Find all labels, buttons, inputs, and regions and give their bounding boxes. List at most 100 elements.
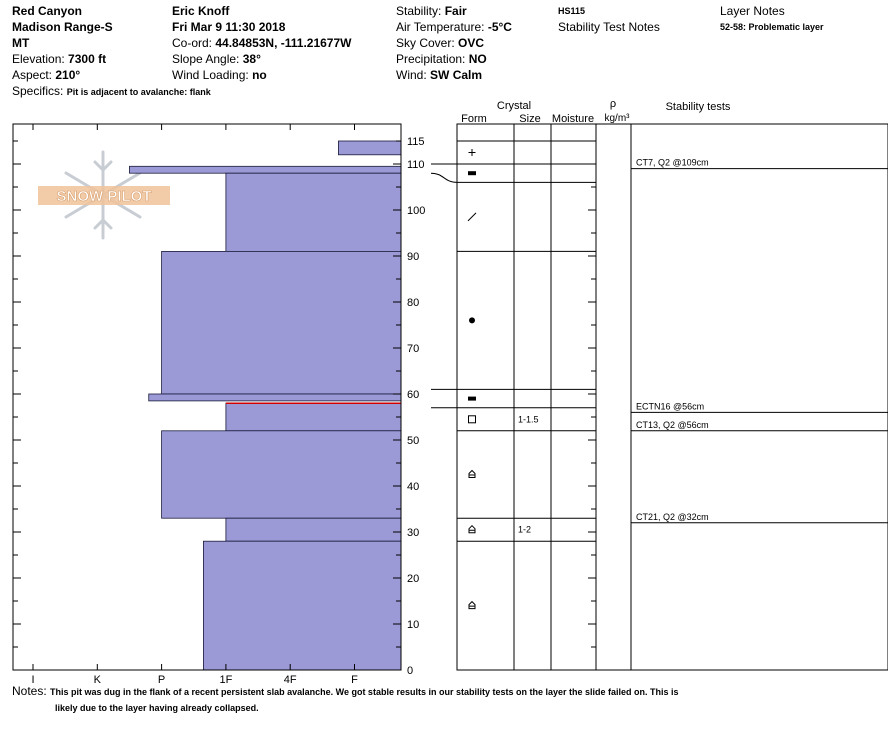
snow-height: HS115 bbox=[558, 6, 586, 16]
slope-angle: Slope Angle: 38° bbox=[172, 53, 261, 65]
coord-value: 44.84853N, -111.21677W bbox=[215, 36, 352, 50]
site-name: Red Canyon bbox=[12, 4, 83, 18]
x-tick-label: K bbox=[94, 674, 102, 686]
grain-faceted-icon bbox=[468, 396, 476, 401]
slope-value: 38° bbox=[242, 52, 261, 66]
elevation-label: Elevation: bbox=[12, 52, 65, 66]
sky-value: OVC bbox=[458, 36, 485, 50]
logo-text: SNOW PILOT bbox=[57, 188, 152, 205]
elevation-value: 7300 ft bbox=[68, 52, 107, 66]
precipitation: Precipitation: NO bbox=[396, 53, 487, 65]
specifics-label: Specifics: bbox=[12, 84, 64, 98]
snowpilot-logo: SNOW PILOT bbox=[38, 150, 170, 240]
range-name: Madison Range-S bbox=[12, 20, 113, 34]
y-tick-label: 90 bbox=[407, 251, 419, 263]
hardness-bar bbox=[225, 517, 402, 542]
wind-value: SW Calm bbox=[430, 68, 483, 82]
stability-value: Fair bbox=[444, 4, 467, 18]
moisture-header: Moisture bbox=[552, 113, 594, 125]
hardness-bar bbox=[161, 250, 402, 395]
stability-test-label: ECTN16 @56cm bbox=[636, 401, 704, 411]
precip-label: Precipitation: bbox=[396, 52, 466, 66]
y-tick-label: 80 bbox=[407, 297, 419, 309]
hardness-bar bbox=[148, 393, 402, 402]
aspect-value: 210° bbox=[55, 68, 81, 82]
x-tick-label: I bbox=[31, 674, 34, 686]
wind-loading: Wind Loading: no bbox=[172, 69, 267, 81]
notes: Notes: This pit was dug in the flank of … bbox=[12, 685, 679, 697]
stability: Stability: Fair bbox=[396, 5, 467, 17]
form-header: Form bbox=[461, 113, 487, 125]
observer: Eric Knoff bbox=[172, 4, 230, 18]
stability-test-label: CT21, Q2 @32cm bbox=[636, 512, 709, 522]
grain-size-label: 1-1.5 bbox=[518, 414, 539, 424]
stability-label: Stability: bbox=[396, 4, 442, 18]
hardness-frame bbox=[12, 123, 402, 671]
hardness-bar bbox=[225, 402, 402, 432]
grain-rounded-icon bbox=[469, 317, 475, 324]
sky-label: Sky Cover: bbox=[396, 36, 455, 50]
hardness-bar bbox=[225, 172, 402, 252]
y-tick-label: 0 bbox=[407, 665, 413, 677]
notes-line2: likely due to the layer having already c… bbox=[55, 703, 259, 713]
hardness-bar bbox=[202, 540, 402, 671]
y-tick-label: 10 bbox=[407, 619, 419, 631]
aspect-label: Aspect: bbox=[12, 68, 53, 82]
y-tick-label: 60 bbox=[407, 389, 419, 401]
air-temp-value: -5°C bbox=[487, 20, 512, 34]
wind: Wind: SW Calm bbox=[396, 69, 482, 81]
grain-size-label: 1-2 bbox=[518, 525, 531, 535]
y-tick-label: 20 bbox=[407, 573, 419, 585]
grain-depth-hoar-icon bbox=[468, 524, 476, 534]
x-tick-label: 4F bbox=[284, 674, 297, 686]
coordinates: Co-ord: 44.84853N, -111.21677W bbox=[172, 37, 351, 49]
wind-loading-value: no bbox=[252, 68, 267, 82]
crystal-header: Crystal bbox=[497, 100, 531, 112]
state-name: MT bbox=[12, 36, 30, 50]
stability-test-notes-title: Stability Test Notes bbox=[558, 20, 660, 34]
size-header: Size bbox=[519, 113, 540, 125]
air-temp-label: Air Temperature: bbox=[396, 20, 485, 34]
y-tick-label: 50 bbox=[407, 435, 419, 447]
layer-notes-title: Layer Notes bbox=[720, 4, 785, 18]
y-tick-label: 40 bbox=[407, 481, 419, 493]
hardness-bar bbox=[338, 140, 402, 156]
stability-test-label: CT13, Q2 @56cm bbox=[636, 420, 709, 430]
y-tick-label: 110 bbox=[407, 159, 425, 171]
hardness-bar bbox=[161, 430, 402, 519]
y-tick-label: 100 bbox=[407, 205, 425, 217]
specifics: Specifics: Pit is adjacent to avalanche:… bbox=[12, 85, 211, 97]
specifics-value: Pit is adjacent to avalanche: flank bbox=[66, 87, 211, 97]
stability-test-label: CT7, Q2 @109cm bbox=[636, 158, 709, 168]
coord-label: Co-ord: bbox=[172, 36, 213, 50]
elevation: Elevation: 7300 ft bbox=[12, 53, 106, 65]
stability-tests-header: Stability tests bbox=[666, 101, 731, 113]
layer-notes-value: 52-58: Problematic layer bbox=[720, 22, 824, 32]
datetime: Fri Mar 9 11:30 2018 bbox=[172, 20, 286, 34]
density-unit: kg/m³ bbox=[605, 113, 631, 124]
precip-value: NO bbox=[468, 52, 487, 66]
aspect: Aspect: 210° bbox=[12, 69, 80, 81]
sky-cover: Sky Cover: OVC bbox=[396, 37, 484, 49]
grain-fragment-icon bbox=[467, 212, 477, 222]
x-tick-label: P bbox=[158, 674, 165, 686]
grain-faceted-icon bbox=[468, 171, 476, 176]
wind-loading-label: Wind Loading: bbox=[172, 68, 249, 82]
x-tick-label: 1F bbox=[219, 674, 232, 686]
air-temperature: Air Temperature: -5°C bbox=[396, 21, 512, 33]
y-tick-label: 115 bbox=[407, 136, 425, 148]
grain-square-icon bbox=[468, 415, 476, 424]
grain-depth-hoar-icon bbox=[468, 600, 476, 610]
grain-depth-hoar-icon bbox=[468, 469, 476, 478]
strat-frame bbox=[456, 123, 888, 671]
layer-connector bbox=[430, 172, 458, 183]
wind-label: Wind: bbox=[396, 68, 427, 82]
hardness-bar bbox=[129, 165, 402, 174]
x-tick-label: F bbox=[351, 674, 358, 686]
slope-label: Slope Angle: bbox=[172, 52, 240, 66]
notes-label: Notes: bbox=[12, 684, 47, 698]
rho-header: ρ bbox=[610, 98, 616, 110]
y-tick-label: 30 bbox=[407, 527, 419, 539]
y-tick-label: 70 bbox=[407, 343, 419, 355]
